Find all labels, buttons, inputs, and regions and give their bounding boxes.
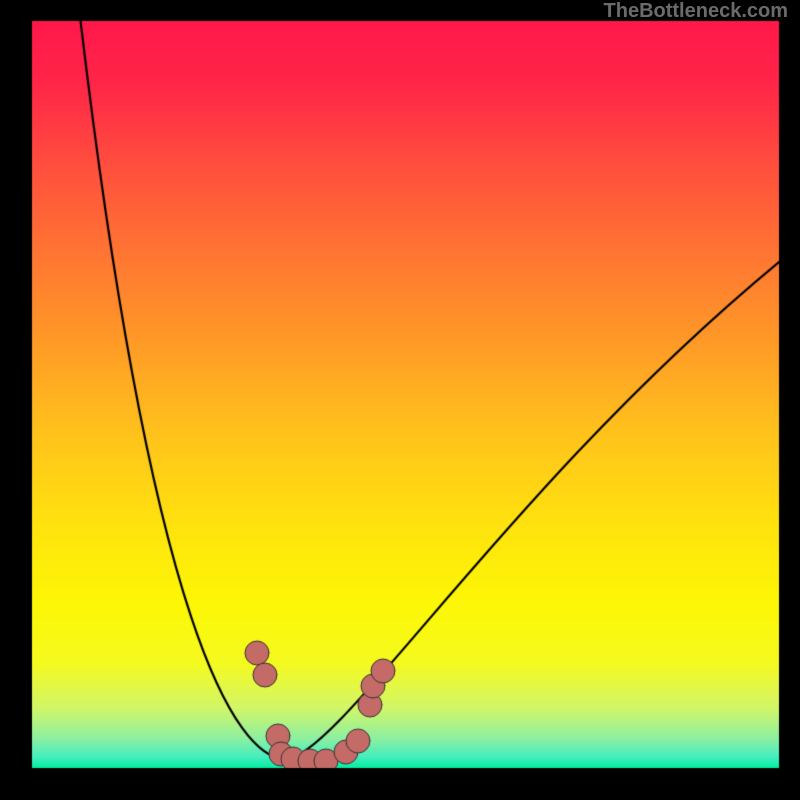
chart-container: TheBottleneck.com	[0, 0, 800, 800]
bottleneck-chart-canvas	[0, 0, 800, 800]
